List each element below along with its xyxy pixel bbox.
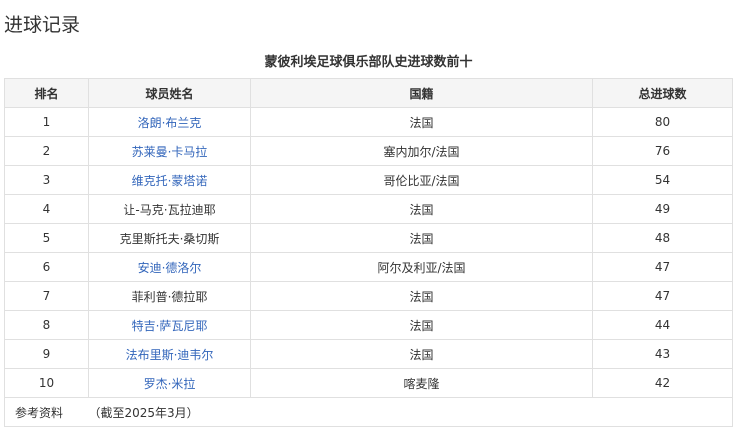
goals-cell: 47 — [592, 252, 733, 282]
goals-cell: 49 — [592, 194, 733, 224]
goals-cell: 80 — [592, 107, 733, 137]
table-row: 1 洛朗·布兰克 法国 80 — [4, 107, 733, 137]
table-row: 2 苏莱曼·卡马拉 塞内加尔/法国 76 — [4, 136, 733, 166]
name-cell: 菲利普·德拉耶 — [88, 281, 251, 311]
name-cell: 安迪·德洛尔 — [88, 252, 251, 282]
nationality-cell: 法国 — [250, 281, 593, 311]
player-name: 菲利普·德拉耶 — [131, 289, 208, 304]
table-row: 8 特吉·萨瓦尼耶 法国 44 — [4, 310, 733, 340]
rank-cell: 10 — [4, 368, 89, 398]
name-cell: 克里斯托夫·桑切斯 — [88, 223, 251, 253]
rank-cell: 5 — [4, 223, 89, 253]
table-header-row: 排名 球员姓名 国籍 总进球数 — [4, 78, 733, 108]
nationality-cell: 法国 — [250, 310, 593, 340]
player-link[interactable]: 安迪·德洛尔 — [137, 260, 202, 275]
player-link[interactable]: 罗杰·米拉 — [143, 376, 196, 391]
section-title: 进球记录 — [4, 14, 81, 36]
player-link[interactable]: 维克托·蒙塔诺 — [131, 173, 208, 188]
goals-cell: 44 — [592, 310, 733, 340]
player-link[interactable]: 法布里斯·迪韦尔 — [125, 347, 214, 362]
name-cell: 维克托·蒙塔诺 — [88, 165, 251, 195]
player-link[interactable]: 特吉·萨瓦尼耶 — [131, 318, 208, 333]
name-cell: 洛朗·布兰克 — [88, 107, 251, 137]
name-cell: 苏莱曼·卡马拉 — [88, 136, 251, 166]
nationality-cell: 阿尔及利亚/法国 — [250, 252, 593, 282]
player-name: 克里斯托夫·桑切斯 — [119, 231, 220, 246]
goals-cell: 48 — [592, 223, 733, 253]
table-row: 7 菲利普·德拉耶 法国 47 — [4, 281, 733, 311]
rank-cell: 3 — [4, 165, 89, 195]
header-name: 球员姓名 — [88, 78, 251, 108]
nationality-cell: 法国 — [250, 223, 593, 253]
goals-cell: 76 — [592, 136, 733, 166]
table-row: 4 让-马克·瓦拉迪耶 法国 49 — [4, 194, 733, 224]
table-row: 5 克里斯托夫·桑切斯 法国 48 — [4, 223, 733, 253]
header-nationality: 国籍 — [250, 78, 593, 108]
nationality-cell: 法国 — [250, 107, 593, 137]
player-name: 让-马克·瓦拉迪耶 — [123, 202, 216, 217]
header-rank: 排名 — [4, 78, 89, 108]
name-cell: 罗杰·米拉 — [88, 368, 251, 398]
nationality-cell: 喀麦隆 — [250, 368, 593, 398]
rank-cell: 4 — [4, 194, 89, 224]
goals-cell: 54 — [592, 165, 733, 195]
rank-cell: 8 — [4, 310, 89, 340]
table-caption: 蒙彼利埃足球俱乐部队史进球数前十 — [264, 55, 473, 70]
name-cell: 让-马克·瓦拉迪耶 — [88, 194, 251, 224]
rank-cell: 2 — [4, 136, 89, 166]
goals-cell: 47 — [592, 281, 733, 311]
player-link[interactable]: 洛朗·布兰克 — [137, 115, 202, 130]
footer-row: 参考资料 （截至2025年3月） — [4, 397, 733, 427]
player-link[interactable]: 苏莱曼·卡马拉 — [131, 144, 208, 159]
rank-cell: 7 — [4, 281, 89, 311]
references-label: 参考资料 — [4, 397, 89, 427]
nationality-cell: 塞内加尔/法国 — [250, 136, 593, 166]
name-cell: 特吉·萨瓦尼耶 — [88, 310, 251, 340]
rank-cell: 9 — [4, 339, 89, 369]
goals-cell: 43 — [592, 339, 733, 369]
name-cell: 法布里斯·迪韦尔 — [88, 339, 251, 369]
rank-cell: 1 — [4, 107, 89, 137]
table-row: 6 安迪·德洛尔 阿尔及利亚/法国 47 — [4, 252, 733, 282]
table-row: 3 维克托·蒙塔诺 哥伦比亚/法国 54 — [4, 165, 733, 195]
table-row: 10 罗杰·米拉 喀麦隆 42 — [4, 368, 733, 398]
nationality-cell: 哥伦比亚/法国 — [250, 165, 593, 195]
footer-note: （截至2025年3月） — [88, 397, 733, 427]
goals-cell: 42 — [592, 368, 733, 398]
top-scorers-table: 排名 球员姓名 国籍 总进球数 1 洛朗·布兰克 法国 80 2 苏莱曼·卡马拉 … — [4, 78, 733, 427]
nationality-cell: 法国 — [250, 339, 593, 369]
nationality-cell: 法国 — [250, 194, 593, 224]
header-goals: 总进球数 — [592, 78, 733, 108]
table-row: 9 法布里斯·迪韦尔 法国 43 — [4, 339, 733, 369]
rank-cell: 6 — [4, 252, 89, 282]
